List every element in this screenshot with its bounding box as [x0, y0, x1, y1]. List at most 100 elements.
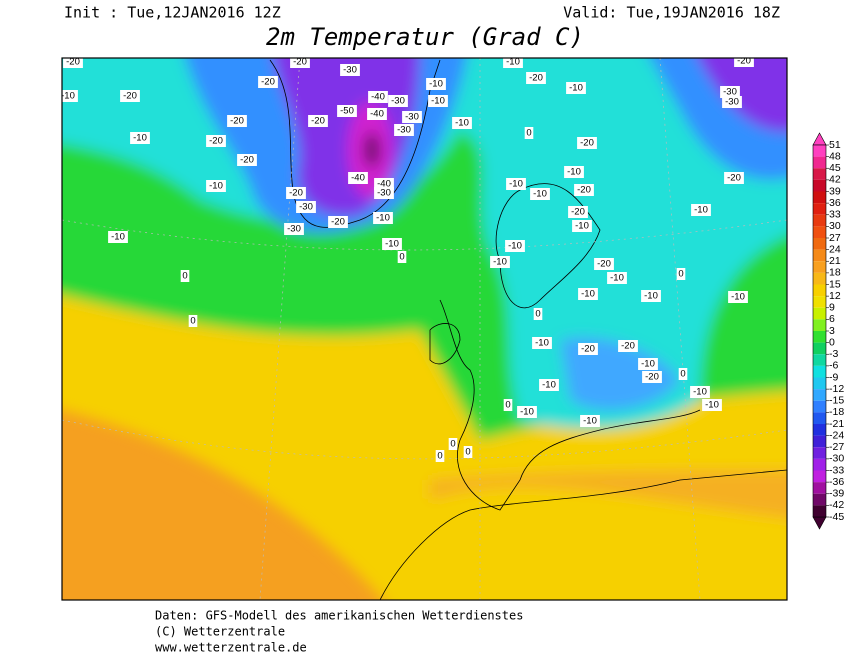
contour-label-box: [296, 201, 316, 213]
colorbar-label: 18: [829, 267, 841, 279]
colorbar-segment: [813, 377, 826, 390]
contour-label-box: [258, 76, 278, 88]
contour-label: -20: [727, 173, 741, 184]
contour-label-box: [566, 82, 586, 94]
contour-label-box: [564, 166, 584, 178]
colorbar-segment: [813, 412, 826, 424]
contour-label-box: [530, 188, 550, 200]
colorbar-label: 21: [829, 255, 841, 267]
contour-label: -20: [737, 56, 751, 67]
contour-label: -10: [111, 232, 125, 243]
contour-label: -10: [610, 273, 624, 284]
colorbar-label: -12: [829, 383, 844, 395]
footer-source: Daten: GFS-Modell des amerikanischen Wet…: [155, 609, 523, 623]
contour-label-box: [532, 337, 552, 349]
contour-label-box: [227, 115, 247, 127]
colorbar-segment: [813, 261, 826, 273]
contour-label: -30: [405, 112, 419, 123]
contour-label: -10: [506, 57, 520, 68]
contour-label: -10: [569, 83, 583, 94]
contour-label-box: [373, 212, 393, 224]
contour-label: -20: [289, 188, 303, 199]
contour-label: -40: [351, 173, 365, 184]
colorbar-cap-bottom: [812, 516, 827, 530]
contour-label: -10: [429, 79, 443, 90]
contour-label-box: [734, 58, 754, 67]
colorbar-label: 48: [829, 150, 841, 162]
contour-label-box: [539, 379, 559, 391]
contour-label-box: [374, 187, 394, 199]
contour-label-box: [578, 343, 598, 355]
contour-label-box: [180, 270, 190, 282]
valid-time: Valid: Tue,19JAN2016 18Z: [563, 4, 780, 22]
contour-label-box: [526, 72, 546, 84]
colorbar-segment: [813, 284, 826, 297]
colorbar-label: -24: [829, 429, 844, 441]
contour-label-box: [206, 135, 226, 147]
contour-label: -10: [641, 359, 655, 370]
contour-label-box: [568, 206, 588, 218]
contour-label: 0: [399, 252, 404, 263]
contour-label: -20: [571, 207, 585, 218]
colorbar-label: 36: [829, 197, 841, 209]
contour-label-box: [367, 108, 387, 120]
colorbar-label: -42: [829, 499, 844, 511]
contour-label: -10: [508, 241, 522, 252]
colorbar-segment: [813, 226, 826, 238]
contour-label: -30: [343, 65, 357, 76]
contour-label-box: [572, 220, 592, 232]
contour-label: -10: [731, 292, 745, 303]
colorbar-segment: [813, 214, 826, 227]
contour-label: -10: [575, 221, 589, 232]
colorbar-label: 51: [829, 139, 841, 151]
contour-label: -10: [583, 416, 597, 427]
contour-label-box: [206, 180, 226, 192]
contour-label: -10: [581, 289, 595, 300]
contour-label: -30: [287, 224, 301, 235]
colorbar-segment: [813, 400, 826, 413]
contour-label-box: [577, 137, 597, 149]
contour-label-box: [130, 132, 150, 144]
contour-label: -30: [725, 97, 739, 108]
contour-label: 0: [535, 309, 540, 320]
contour-label-box: [348, 172, 368, 184]
map-frame: [61, 57, 788, 601]
colorbar-segment: [813, 458, 826, 471]
colorbar-segment: [813, 342, 826, 355]
colorbar-label: -39: [829, 488, 844, 500]
colorbar-label: 12: [829, 290, 841, 302]
contour-label: -20: [580, 138, 594, 149]
contour-label: -20: [597, 259, 611, 270]
colorbar-segment: [813, 389, 826, 401]
contour-label-box: [286, 187, 306, 199]
contour-label-box: [426, 78, 446, 90]
contour-label: -10: [376, 213, 390, 224]
contour-label-box: [594, 258, 614, 270]
contour-label-box: [108, 231, 128, 243]
contour-label: -20: [577, 185, 591, 196]
colorbar-label: -36: [829, 476, 844, 488]
contour-label: -20: [240, 155, 254, 166]
contour-label: 0: [526, 128, 531, 139]
contour-label: -40: [377, 179, 391, 190]
contour-labels: -20-10 -20-10 -20-20-20-20-30-40 -30-50 -40-…: [61, 56, 754, 462]
contour-label: -10: [520, 407, 534, 418]
contour-label-box: [702, 399, 722, 411]
contour-label: -10: [542, 380, 556, 391]
contour-label-box: [340, 64, 360, 76]
colorbar-label: -15: [829, 395, 844, 407]
contour-label: -10: [61, 91, 75, 102]
colorbar-label: 24: [829, 243, 841, 255]
contour-label-box: [691, 204, 711, 216]
colorbar-label: 45: [829, 162, 841, 174]
contour-label-box: [503, 58, 523, 68]
contour-label-box: [728, 291, 748, 303]
contour-label: -10: [533, 189, 547, 200]
contour-label: -10: [455, 118, 469, 129]
contour-label-box: [641, 290, 661, 302]
field-cold-balkans: [560, 337, 680, 411]
colorbar-label: 33: [829, 209, 841, 221]
graticule: [62, 58, 787, 600]
contour-label: -10: [133, 133, 147, 144]
contour-label-box: [188, 315, 198, 327]
